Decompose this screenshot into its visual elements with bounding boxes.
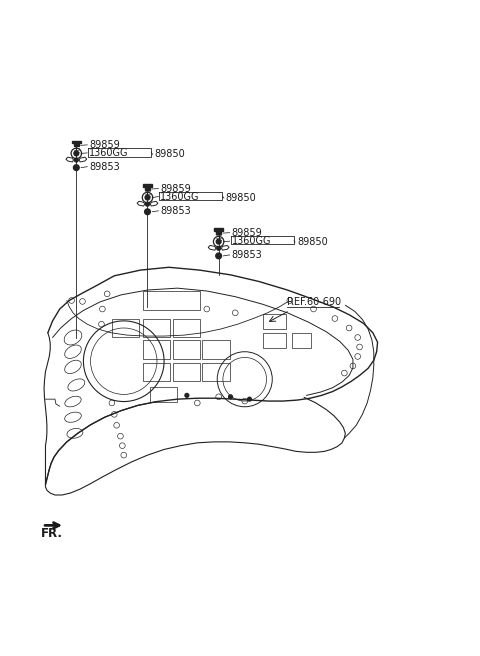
Text: REF.60-690: REF.60-690 bbox=[288, 297, 342, 306]
Text: 1360GG: 1360GG bbox=[231, 236, 271, 246]
Bar bbox=[143, 340, 170, 359]
Text: 1360GG: 1360GG bbox=[89, 148, 129, 158]
Text: 89853: 89853 bbox=[160, 206, 191, 216]
Circle shape bbox=[74, 158, 78, 162]
Bar bbox=[202, 340, 229, 359]
Text: 89859: 89859 bbox=[89, 140, 120, 150]
Bar bbox=[173, 319, 200, 337]
Polygon shape bbox=[143, 184, 152, 187]
Text: 89859: 89859 bbox=[160, 184, 191, 194]
Circle shape bbox=[216, 239, 221, 244]
Bar bbox=[263, 333, 286, 348]
Bar bbox=[173, 363, 200, 381]
Bar bbox=[112, 319, 139, 337]
Bar bbox=[292, 333, 311, 348]
Circle shape bbox=[248, 398, 252, 401]
Text: 1360GG: 1360GG bbox=[160, 192, 200, 201]
Circle shape bbox=[74, 151, 79, 155]
Circle shape bbox=[217, 247, 220, 250]
Polygon shape bbox=[74, 144, 79, 146]
Bar bbox=[263, 314, 286, 329]
Polygon shape bbox=[145, 187, 150, 190]
Text: 89850: 89850 bbox=[155, 150, 185, 159]
Circle shape bbox=[144, 209, 150, 215]
Text: 89859: 89859 bbox=[231, 228, 262, 237]
Polygon shape bbox=[216, 231, 221, 234]
Bar bbox=[173, 340, 200, 359]
Text: 89850: 89850 bbox=[297, 237, 328, 247]
Text: 89850: 89850 bbox=[226, 193, 256, 203]
Circle shape bbox=[185, 394, 189, 398]
Bar bbox=[202, 363, 229, 381]
Bar bbox=[143, 319, 170, 337]
Bar bbox=[143, 363, 170, 381]
Circle shape bbox=[228, 395, 232, 399]
Text: 89853: 89853 bbox=[89, 161, 120, 172]
Polygon shape bbox=[215, 228, 223, 231]
Bar bbox=[143, 291, 200, 310]
Text: FR.: FR. bbox=[41, 527, 63, 541]
Circle shape bbox=[216, 253, 221, 258]
Text: 89853: 89853 bbox=[231, 250, 262, 260]
Bar bbox=[150, 387, 178, 401]
Circle shape bbox=[145, 195, 150, 200]
Polygon shape bbox=[72, 140, 81, 144]
Circle shape bbox=[73, 165, 79, 171]
Circle shape bbox=[145, 202, 149, 206]
